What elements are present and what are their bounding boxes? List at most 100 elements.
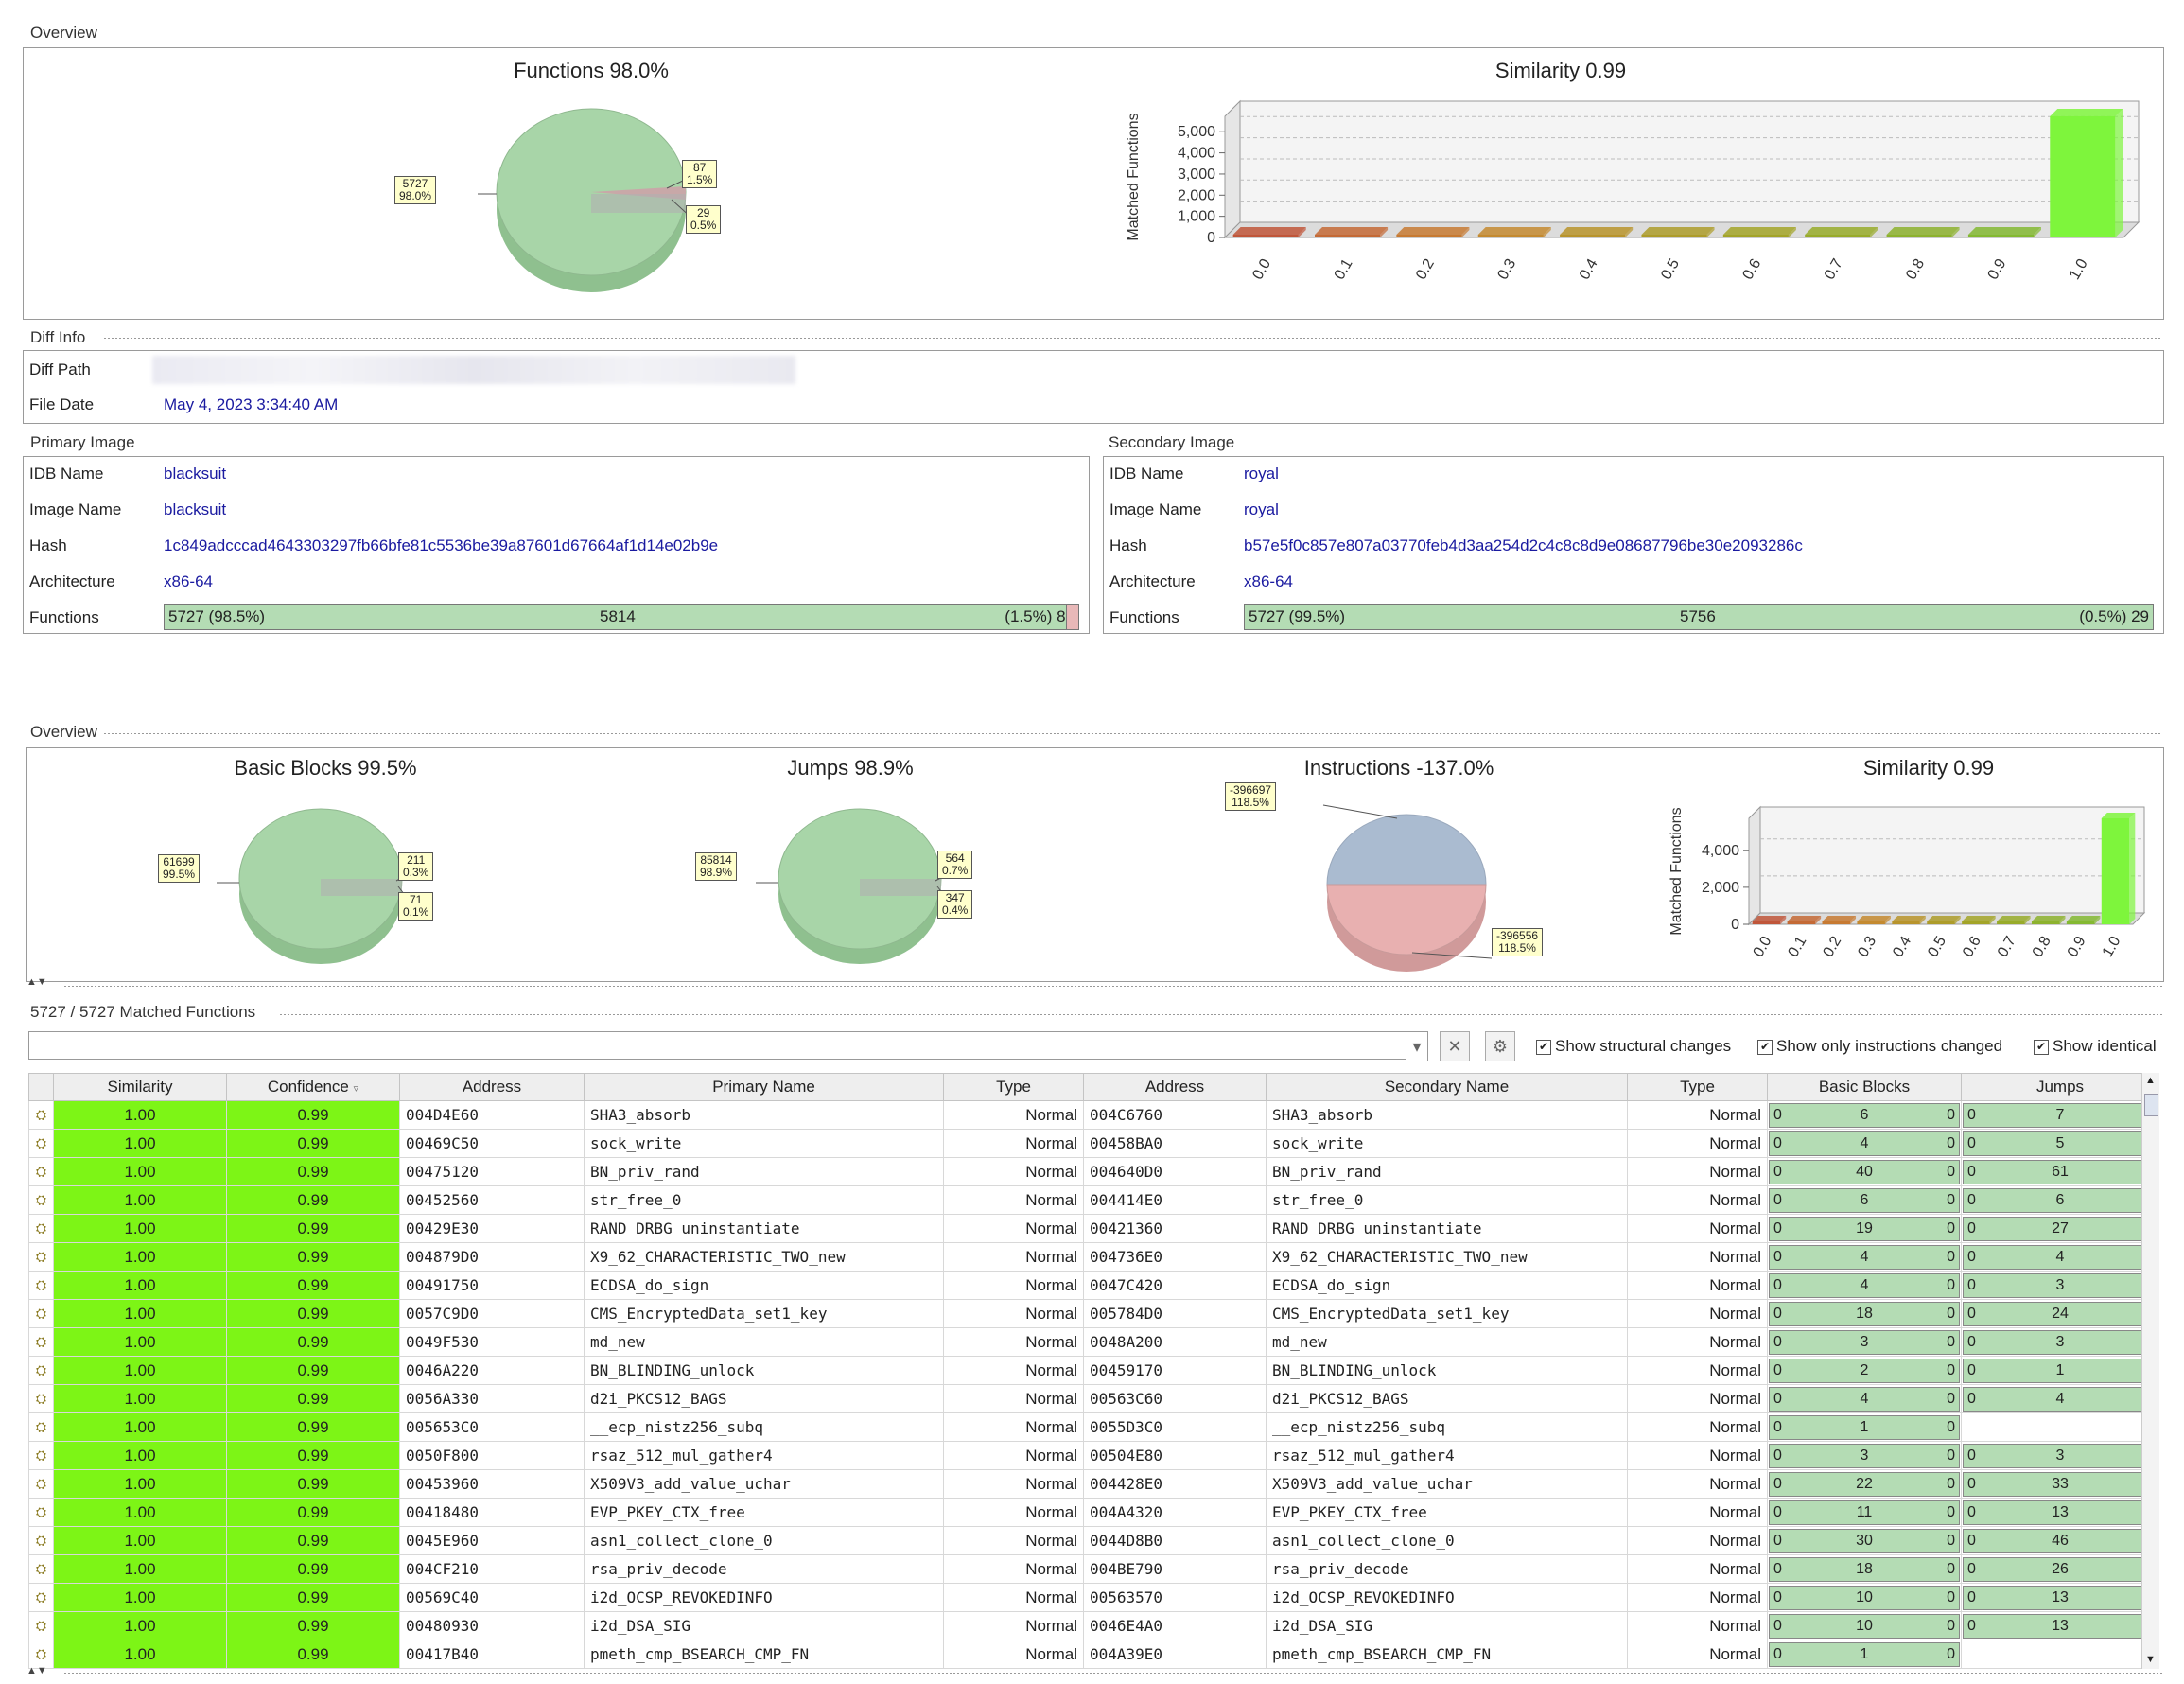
cell-secondary-type: Normal: [1627, 1185, 1768, 1215]
jmp-mid: 26: [2052, 1560, 2069, 1577]
table-row[interactable]: ⛭ 1.00 0.99 00418480 EVP_PKEY_CTX_free Normal…: [28, 1498, 2159, 1527]
col-primary-address[interactable]: Address: [399, 1073, 585, 1101]
col-primary-type[interactable]: Type: [943, 1073, 1084, 1101]
y-tick-label: 1,000: [1178, 209, 1215, 225]
table-row[interactable]: ⛭ 1.00 0.99 00480930 i2d_DSA_SIG Normal 0046E4…: [28, 1611, 2159, 1640]
table-row[interactable]: ⛭ 1.00 0.99 00453960 X509V3_add_value_uchar N…: [28, 1469, 2159, 1499]
table-row[interactable]: ⛭ 1.00 0.99 00569C40 i2d_OCSP_REVOKEDINFO Nor…: [28, 1583, 2159, 1612]
cell-jumps: [1961, 1412, 2159, 1442]
chk-structural[interactable]: ✔ Show structural changes: [1536, 1037, 1731, 1056]
cell-secondary-type: Normal: [1627, 1384, 1768, 1413]
table-row[interactable]: ⛭ 1.00 0.99 0050F800 rsaz_512_mul_gather4 Nor…: [28, 1441, 2159, 1470]
cell-primary-type: Normal: [943, 1157, 1084, 1186]
cell-primary-name: md_new: [584, 1327, 944, 1357]
col-similarity[interactable]: Similarity: [53, 1073, 227, 1101]
x-tick-label: 0.4: [1890, 934, 1914, 960]
match-tree-icon: ⛭: [28, 1185, 54, 1215]
bb-mid: 1: [1860, 1418, 1869, 1435]
bar: [1967, 235, 2034, 237]
clear-filter-button[interactable]: ✕: [1440, 1031, 1470, 1061]
bar: [1787, 921, 1816, 924]
bb-right: 0: [1947, 1106, 1955, 1123]
cell-secondary-name: X9_62_CHARACTERISTIC_TWO_new: [1266, 1242, 1628, 1272]
secondary-func-left: 5727 (99.5%): [1249, 607, 1346, 625]
table-row[interactable]: ⛭ 1.00 0.99 004CF210 rsa_priv_decode Normal 00…: [28, 1554, 2159, 1584]
callout-pct: 0.1%: [403, 905, 429, 919]
cell-confidence: 0.99: [226, 1412, 400, 1442]
chk-instructions-label: Show only instructions changed: [1776, 1037, 2003, 1055]
cell-similarity: 1.00: [53, 1242, 227, 1272]
matched-functions-table[interactable]: Similarity Confidence ▿ Address Primary …: [28, 1073, 2159, 1669]
cell-primary-address: 005653C0: [399, 1412, 585, 1442]
basic-blocks-bar: 0 10 0: [1769, 1613, 1960, 1639]
col-secondary-type[interactable]: Type: [1627, 1073, 1768, 1101]
bb-mid: 4: [1860, 1248, 1869, 1265]
bar-side: [1989, 916, 1996, 924]
bb-left: 0: [1773, 1447, 1782, 1464]
jmp-mid: 3: [2055, 1333, 2065, 1350]
col-confidence[interactable]: Confidence ▿: [226, 1073, 400, 1101]
table-row[interactable]: ⛭ 1.00 0.99 004D4E60 SHA3_absorb Normal 004C67…: [28, 1100, 2159, 1130]
col-primary-name[interactable]: Primary Name: [584, 1073, 944, 1101]
chk-identical[interactable]: ✔ Show identical: [2034, 1037, 2157, 1056]
settings-button[interactable]: ⚙: [1485, 1031, 1515, 1061]
jumps-bar: 0260: [1963, 1556, 2158, 1582]
col-jumps[interactable]: Jumps: [1961, 1073, 2159, 1101]
primary-func-right: (1.5%) 87: [1005, 607, 1075, 625]
col-secondary-name[interactable]: Secondary Name: [1266, 1073, 1628, 1101]
match-tree-icon: ⛭: [28, 1412, 54, 1442]
table-row[interactable]: ⛭ 1.00 0.99 00475120 BN_priv_rand Normal 00464…: [28, 1157, 2159, 1186]
splitter-handle-bottom[interactable]: ▲▼: [26, 1665, 2162, 1678]
cell-jumps: 060: [1961, 1185, 2159, 1215]
col-icon[interactable]: [28, 1073, 54, 1101]
bar: [1805, 235, 1871, 237]
col-secondary-address[interactable]: Address: [1083, 1073, 1267, 1101]
bar-top: [1722, 227, 1796, 235]
filter-input[interactable]: [28, 1031, 1419, 1060]
cell-primary-address: 004D4E60: [399, 1100, 585, 1130]
jumps-pie: [756, 808, 957, 964]
bb-left: 0: [1773, 1333, 1782, 1350]
scrollbar-thumb[interactable]: [2144, 1094, 2158, 1116]
table-row[interactable]: ⛭ 1.00 0.99 00417B40 pmeth_cmp_BSEARCH_CMP_F…: [28, 1640, 2159, 1669]
callout-pct: 0.7%: [942, 864, 969, 877]
cell-secondary-address: 0048A200: [1083, 1327, 1267, 1357]
chk-instructions[interactable]: ✔ Show only instructions changed: [1757, 1037, 2002, 1056]
cell-secondary-address: 00458BA0: [1083, 1129, 1267, 1158]
filter-dropdown-button[interactable]: ▾: [1406, 1031, 1428, 1061]
table-row[interactable]: ⛭ 1.00 0.99 00429E30 RAND_DRBG_uninstantiate…: [28, 1214, 2159, 1243]
cell-basic-blocks: 0 40 0: [1767, 1157, 1962, 1186]
table-row[interactable]: ⛭ 1.00 0.99 0046A220 BN_BLINDING_unlock Norma…: [28, 1356, 2159, 1385]
cell-primary-type: Normal: [943, 1242, 1084, 1272]
jumps-bar: 030: [1963, 1443, 2158, 1468]
col-basic-blocks[interactable]: Basic Blocks: [1767, 1073, 1962, 1101]
callout-value: 564: [945, 851, 965, 865]
jmp-mid: 13: [2052, 1617, 2069, 1634]
table-row[interactable]: ⛭ 1.00 0.99 004879D0 X9_62_CHARACTERISTIC_TW…: [28, 1242, 2159, 1272]
cell-basic-blocks: 0 2 0: [1767, 1356, 1962, 1385]
table-row[interactable]: ⛭ 1.00 0.99 00452560 str_free_0 Normal 004414E…: [28, 1185, 2159, 1215]
cell-jumps: 0460: [1961, 1526, 2159, 1555]
scroll-up-icon[interactable]: ▲: [2145, 1075, 2156, 1086]
bb-mid: 22: [1856, 1475, 1873, 1492]
table-row[interactable]: ⛭ 1.00 0.99 00491750 ECDSA_do_sign Normal 0047…: [28, 1271, 2159, 1300]
table-row[interactable]: ⛭ 1.00 0.99 0057C9D0 CMS_EncryptedData_set1_…: [28, 1299, 2159, 1328]
splitter-handle-top[interactable]: ▲▼: [26, 976, 2162, 991]
table-vertical-scrollbar[interactable]: ▲ ▼: [2141, 1073, 2159, 1669]
cell-secondary-address: 00504E80: [1083, 1441, 1267, 1470]
primary-image-panel: IDB Name blacksuit Image Name blacksuit …: [23, 456, 1090, 634]
basic-blocks-callout-3: 71 0.1%: [398, 892, 434, 921]
bb-mid: 10: [1856, 1617, 1873, 1634]
bb-left: 0: [1773, 1645, 1782, 1662]
bb-right: 0: [1947, 1645, 1955, 1662]
table-row[interactable]: ⛭ 1.00 0.99 005653C0 __ecp_nistz256_subq Norm…: [28, 1412, 2159, 1442]
table-row[interactable]: ⛭ 1.00 0.99 0056A330 d2i_PKCS12_BAGS Normal 00…: [28, 1384, 2159, 1413]
scroll-down-icon[interactable]: ▼: [2145, 1654, 2156, 1665]
table-row[interactable]: ⛭ 1.00 0.99 00469C50 sock_write Normal 00458BA…: [28, 1129, 2159, 1158]
cell-secondary-name: RAND_DRBG_uninstantiate: [1266, 1214, 1628, 1243]
matched-separator: [280, 1014, 2162, 1015]
bb-right: 0: [1947, 1617, 1955, 1634]
table-row[interactable]: ⛭ 1.00 0.99 0049F530 md_new Normal 0048A200 md_…: [28, 1327, 2159, 1357]
jmp-left: 0: [1967, 1163, 1976, 1180]
table-row[interactable]: ⛭ 1.00 0.99 0045E960 asn1_collect_clone_0 Nor…: [28, 1526, 2159, 1555]
